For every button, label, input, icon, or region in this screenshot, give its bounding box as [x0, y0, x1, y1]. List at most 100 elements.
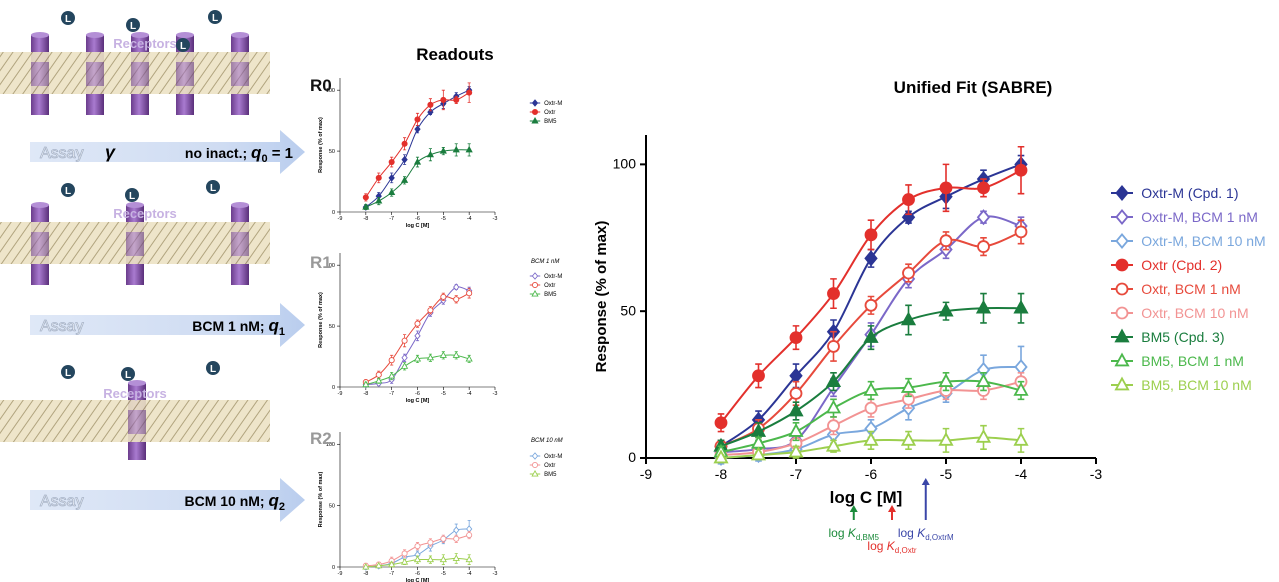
data-point [388, 560, 396, 568]
data-point [375, 561, 383, 569]
y-tick-label: 0 [332, 385, 335, 391]
data-point [426, 150, 435, 158]
data-point [863, 329, 879, 343]
data-point [863, 381, 879, 396]
assay-label: Assay [40, 318, 84, 335]
receptor-front [128, 410, 146, 434]
legend-label: BM5, BCM 10 nM [1141, 377, 1251, 393]
chart-subtitle: BCM 10 nM [531, 438, 563, 444]
legend-label: BM5 [544, 119, 557, 125]
data-point [375, 197, 383, 204]
receptor-front [231, 232, 249, 256]
receptors-label: Receptors [113, 206, 177, 221]
x-tick-label: -6 [865, 466, 878, 482]
receptor-top [128, 380, 146, 386]
legend-marker [1115, 282, 1129, 296]
legend-marker [531, 469, 539, 477]
data-point [864, 250, 878, 267]
data-point [388, 372, 396, 379]
ligand-label: L [180, 41, 186, 52]
y-axis-label: Response (% of max) [318, 117, 324, 173]
data-point [413, 158, 422, 165]
legend-marker [531, 289, 539, 297]
ligand [61, 183, 75, 197]
legend-label: Oxtr-M (Cpd. 1) [1141, 185, 1238, 201]
ligand [61, 11, 75, 25]
data-point [864, 298, 878, 312]
data-point [452, 145, 460, 153]
data-point [1013, 381, 1029, 396]
x-tick-label: -7 [389, 391, 394, 397]
data-point [413, 555, 422, 563]
data-point [1014, 358, 1028, 376]
data-point [976, 209, 991, 226]
legend-marker [1114, 328, 1130, 343]
x-tick-label: -4 [1015, 466, 1028, 482]
receptors-label: Receptors [113, 36, 177, 51]
data-point [1013, 431, 1029, 446]
legend-marker [1115, 258, 1129, 272]
kd-subscript: d,Oxtr [895, 546, 917, 555]
data-point [400, 362, 409, 369]
data-point [453, 535, 460, 542]
y-tick-label: 0 [332, 565, 335, 571]
data-point [1014, 163, 1028, 177]
receptor-front [126, 232, 144, 256]
ligand [206, 180, 220, 194]
x-tick-label: -7 [389, 571, 394, 577]
receptor-front [131, 62, 149, 86]
assay-arrow [30, 478, 305, 522]
receptor-top [231, 202, 249, 208]
y-axis-label: Response (% of max) [593, 221, 610, 373]
data-point [939, 234, 953, 248]
ligand-label: L [65, 368, 71, 379]
data-point [427, 539, 434, 546]
receptor-front [231, 62, 249, 86]
x-tick-label: -7 [389, 216, 394, 222]
kd-label: log Kd,BM5 [829, 526, 880, 542]
data-point [902, 193, 915, 207]
data-point [827, 340, 840, 353]
legend-label: Oxtr-M, BCM 1 nM [1141, 209, 1258, 225]
ligand-label: L [210, 364, 216, 375]
data-point [414, 332, 421, 340]
assay-arrow [30, 130, 305, 174]
assay-label: Assay [40, 145, 84, 162]
data-point [388, 188, 396, 196]
y-axis-label: Response (% of max) [318, 472, 324, 528]
kd-symbol: K [887, 539, 896, 553]
q-value: = 1 [268, 145, 293, 162]
kd-label: log Kd,Oxtr [867, 539, 916, 555]
data-point [439, 147, 447, 154]
legend-marker [1115, 306, 1129, 320]
data-point [440, 96, 447, 103]
data-point [938, 373, 954, 387]
assay-arrow [30, 303, 305, 347]
receptor-top [126, 202, 144, 208]
receptor-top [231, 32, 249, 38]
x-tick-label: -3 [493, 571, 498, 577]
x-tick-label: -6 [415, 391, 420, 397]
data-point [714, 416, 728, 430]
condition: BCM 1 nM; q1 [192, 316, 285, 338]
legend-marker [531, 452, 539, 460]
data-point [453, 526, 460, 534]
legend-label: Oxtr [544, 110, 555, 116]
x-tick-label: -5 [441, 391, 446, 397]
ligand-label: L [130, 21, 136, 32]
data-point [788, 443, 804, 458]
ligand [206, 361, 220, 375]
data-point [750, 446, 767, 461]
ligand-label: L [129, 191, 135, 202]
ligand-label: L [65, 14, 71, 25]
kd-label: log Kd,OxtrM [898, 526, 954, 542]
data-point [375, 376, 383, 384]
ligand-label: L [65, 186, 71, 197]
legend-marker [531, 461, 539, 469]
condition-text: BCM 1 nM; [192, 318, 268, 334]
data-point [825, 399, 842, 414]
data-point [362, 380, 370, 388]
data-point [466, 89, 473, 96]
data-point [426, 353, 435, 361]
data-point [453, 296, 460, 303]
